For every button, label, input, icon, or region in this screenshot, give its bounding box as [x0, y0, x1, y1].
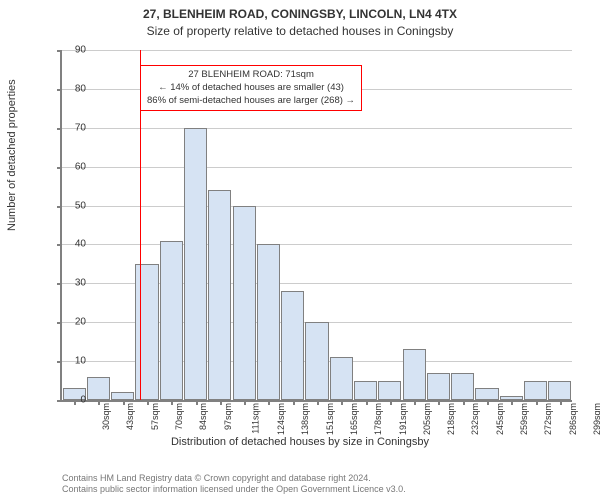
- xtick-label: 245sqm: [495, 403, 505, 435]
- xtick-mark: [536, 400, 538, 405]
- xtick-label: 43sqm: [125, 403, 135, 430]
- xtick-mark: [560, 400, 562, 405]
- histogram-bar: [475, 388, 498, 400]
- xtick-label: 178sqm: [373, 403, 383, 435]
- xtick-label: 70sqm: [174, 403, 184, 430]
- xtick-label: 259sqm: [519, 403, 529, 435]
- ytick-label: 80: [46, 83, 86, 94]
- histogram-bar: [257, 244, 280, 400]
- ytick-label: 30: [46, 278, 86, 289]
- annotation-line: 86% of semi-detached houses are larger (…: [147, 95, 355, 108]
- xtick-label: 84sqm: [198, 403, 208, 430]
- annotation-line: ← 14% of detached houses are smaller (43…: [147, 82, 355, 95]
- y-axis-title: Number of detached properties: [6, 79, 18, 231]
- xtick-mark: [171, 400, 173, 405]
- histogram-bar: [184, 128, 207, 400]
- xtick-mark: [293, 400, 295, 405]
- title-subtitle: Size of property relative to detached ho…: [0, 23, 600, 40]
- gridline-h: [62, 206, 572, 207]
- chart-title-block: 27, BLENHEIM ROAD, CONINGSBY, LINCOLN, L…: [0, 0, 600, 40]
- xtick-label: 57sqm: [150, 403, 160, 430]
- histogram-bar: [451, 373, 474, 400]
- chart-container: Number of detached properties 30sqm43sqm…: [0, 40, 600, 460]
- xtick-mark: [390, 400, 392, 405]
- ytick-label: 40: [46, 239, 86, 250]
- xtick-mark: [341, 400, 343, 405]
- gridline-h: [62, 244, 572, 245]
- histogram-bar: [378, 381, 401, 400]
- histogram-bar: [548, 381, 571, 400]
- xtick-label: 232sqm: [470, 403, 480, 435]
- ytick-label: 10: [46, 356, 86, 367]
- xtick-label: 111sqm: [251, 403, 261, 434]
- xtick-label: 205sqm: [422, 403, 432, 435]
- histogram-bar: [427, 373, 450, 400]
- annotation-line: 27 BLENHEIM ROAD: 71sqm: [147, 69, 355, 82]
- xtick-mark: [147, 400, 149, 405]
- xtick-label: 272sqm: [543, 403, 553, 435]
- ytick-label: 0: [46, 395, 86, 406]
- histogram-bar: [87, 377, 110, 400]
- xtick-mark: [196, 400, 198, 405]
- xtick-label: 97sqm: [223, 403, 233, 430]
- xtick-label: 286sqm: [568, 403, 578, 435]
- xtick-mark: [220, 400, 222, 405]
- xtick-label: 138sqm: [300, 403, 310, 435]
- gridline-h: [62, 50, 572, 51]
- histogram-bar: [233, 206, 256, 400]
- title-address: 27, BLENHEIM ROAD, CONINGSBY, LINCOLN, L…: [0, 6, 600, 23]
- histogram-bar: [305, 322, 328, 400]
- x-axis-title: Distribution of detached houses by size …: [0, 436, 600, 448]
- histogram-bar: [160, 241, 183, 400]
- xtick-mark: [366, 400, 368, 405]
- histogram-bar: [354, 381, 377, 400]
- histogram-bar: [403, 349, 426, 400]
- histogram-bar: [111, 392, 134, 400]
- histogram-bar: [330, 357, 353, 400]
- xtick-mark: [268, 400, 270, 405]
- histogram-bar: [524, 381, 547, 400]
- ytick-label: 90: [46, 45, 86, 56]
- xtick-mark: [487, 400, 489, 405]
- xtick-mark: [98, 400, 100, 405]
- xtick-label: 30sqm: [101, 403, 111, 430]
- footer-line1: Contains HM Land Registry data © Crown c…: [62, 473, 406, 485]
- annotation-box: 27 BLENHEIM ROAD: 71sqm← 14% of detached…: [140, 65, 362, 111]
- xtick-label: 299sqm: [592, 403, 600, 435]
- plot-area: 30sqm43sqm57sqm70sqm84sqm97sqm111sqm124s…: [60, 50, 572, 402]
- gridline-h: [62, 128, 572, 129]
- xtick-mark: [123, 400, 125, 405]
- gridline-h: [62, 167, 572, 168]
- footer-line2: Contains public sector information licen…: [62, 484, 406, 496]
- xtick-mark: [414, 400, 416, 405]
- xtick-label: 124sqm: [276, 403, 286, 435]
- xtick-mark: [317, 400, 319, 405]
- ytick-label: 70: [46, 122, 86, 133]
- histogram-bar: [208, 190, 231, 400]
- footer-attribution: Contains HM Land Registry data © Crown c…: [62, 473, 406, 496]
- xtick-label: 151sqm: [325, 403, 335, 435]
- xtick-mark: [511, 400, 513, 405]
- xtick-mark: [463, 400, 465, 405]
- ytick-label: 50: [46, 200, 86, 211]
- histogram-bar: [281, 291, 304, 400]
- ytick-label: 60: [46, 161, 86, 172]
- xtick-mark: [244, 400, 246, 405]
- xtick-label: 218sqm: [446, 403, 456, 435]
- ytick-label: 20: [46, 317, 86, 328]
- xtick-label: 165sqm: [349, 403, 359, 435]
- xtick-label: 191sqm: [398, 403, 408, 435]
- xtick-mark: [438, 400, 440, 405]
